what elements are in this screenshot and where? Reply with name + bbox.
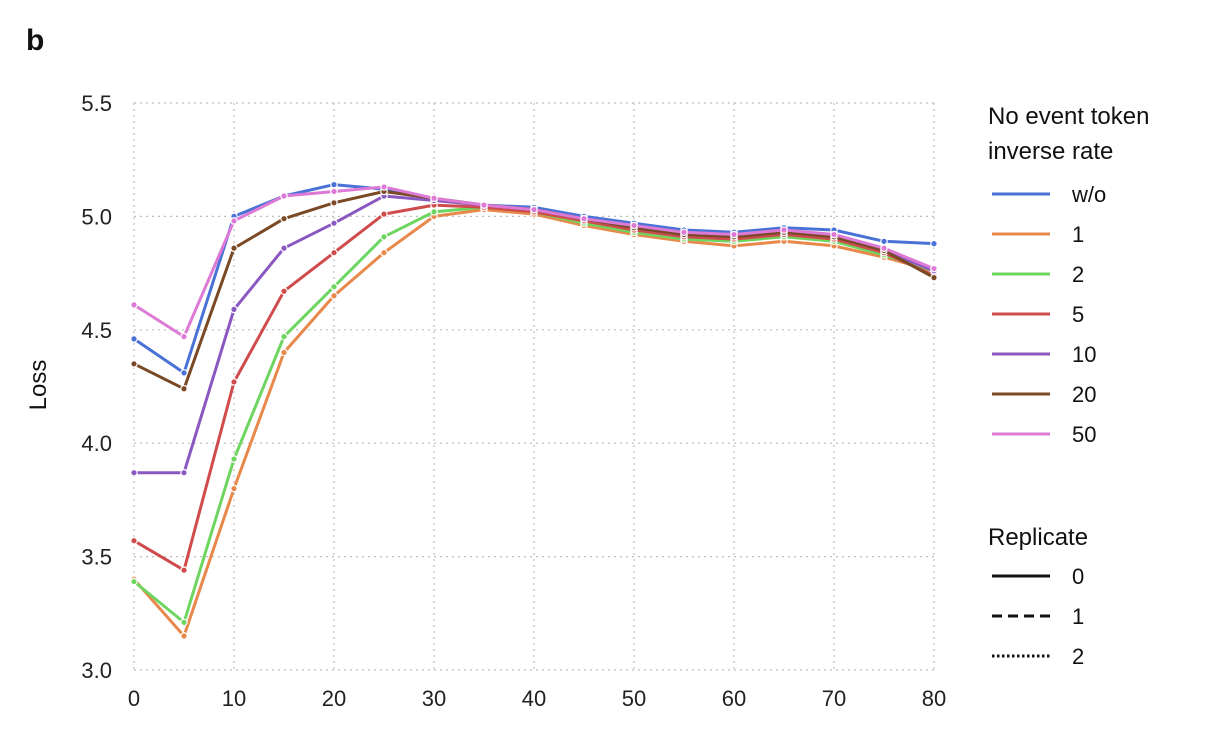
y-tick-label: 5.0 [81, 204, 112, 229]
data-point [330, 219, 338, 228]
data-point [230, 455, 238, 463]
x-tick-label: 80 [922, 686, 946, 711]
data-point [180, 632, 188, 640]
legend-label: w/o [1071, 182, 1106, 207]
data-point [230, 378, 238, 386]
data-point [330, 248, 338, 257]
x-tick-label: 20 [322, 686, 346, 711]
replicate-label: 1 [1072, 604, 1084, 629]
data-point [730, 230, 738, 239]
legend-title-line-2: inverse rate [988, 138, 1113, 165]
legend: No event token inverse rate w/o125102050… [988, 103, 1149, 669]
data-point [930, 264, 938, 273]
data-point [480, 201, 488, 209]
data-point [230, 217, 238, 225]
data-point [380, 248, 388, 257]
x-axis-ticks: 0 10 20 30 40 50 60 70 80 [128, 686, 946, 711]
data-point [880, 244, 888, 252]
data-point [780, 226, 788, 234]
data-point [330, 198, 338, 207]
data-point [180, 384, 188, 393]
grid [133, 102, 935, 671]
legend-label: 20 [1072, 382, 1096, 407]
x-tick-label: 50 [622, 686, 646, 711]
data-point [930, 273, 938, 282]
series-2 [130, 203, 938, 627]
data-point [230, 305, 238, 314]
x-tick-label: 10 [222, 686, 246, 711]
legend-label: 2 [1072, 262, 1084, 287]
x-tick-label: 60 [722, 686, 746, 711]
data-point [280, 244, 288, 252]
data-point [180, 369, 188, 377]
legend-replicate-entries: 0 1 2 [992, 564, 1084, 669]
series-lines [130, 180, 938, 640]
data-point [580, 214, 588, 223]
data-point [280, 287, 288, 296]
data-point [430, 194, 438, 203]
x-tick-label: 30 [422, 686, 446, 711]
data-point [130, 360, 138, 368]
data-point [830, 230, 838, 239]
panel-label: b [26, 24, 45, 57]
data-point [230, 484, 238, 493]
data-point [630, 221, 638, 230]
legend-label: 5 [1072, 302, 1084, 327]
data-point [280, 332, 288, 341]
data-point [130, 577, 138, 586]
data-point [530, 205, 538, 214]
x-tick-label: 0 [128, 686, 140, 711]
data-point [380, 183, 388, 191]
replicate-legend-title: Replicate [988, 524, 1088, 551]
data-point [130, 468, 138, 477]
data-point [280, 214, 288, 223]
legend-title-line-1: No event token [988, 103, 1149, 130]
series-50 [130, 183, 938, 341]
replicate-label: 0 [1072, 564, 1084, 589]
data-point [280, 192, 288, 200]
data-point [280, 348, 288, 357]
data-point [330, 180, 338, 189]
y-tick-label: 3.0 [81, 658, 112, 683]
data-point [180, 468, 188, 477]
data-point [380, 233, 388, 241]
x-tick-label: 70 [822, 686, 846, 711]
legend-label: 1 [1072, 222, 1084, 247]
data-point [330, 282, 338, 291]
y-axis-ticks: 3.0 3.5 4.0 4.5 5.0 5.5 [81, 91, 112, 683]
data-point [430, 208, 438, 216]
data-point [130, 335, 138, 343]
y-tick-label: 4.5 [81, 318, 112, 343]
y-axis-title: Loss [25, 360, 52, 411]
data-point [130, 301, 138, 309]
data-point [930, 239, 938, 248]
data-point [680, 228, 688, 237]
legend-label: 10 [1072, 342, 1096, 367]
data-point [180, 332, 188, 341]
data-point [180, 618, 188, 627]
y-tick-label: 3.5 [81, 545, 112, 570]
legend-series-entries: w/o 1 2 5 10 20 50 [992, 182, 1106, 447]
y-tick-label: 4.0 [81, 431, 112, 456]
data-point [130, 536, 138, 545]
data-point [330, 187, 338, 196]
x-tick-label: 40 [522, 686, 546, 711]
data-point [330, 291, 338, 300]
replicate-label: 2 [1072, 644, 1084, 669]
y-tick-label: 5.5 [81, 91, 112, 116]
data-point [380, 210, 388, 218]
data-point [880, 237, 888, 246]
legend-label: 50 [1072, 422, 1096, 447]
data-point [180, 566, 188, 575]
data-point [230, 244, 238, 252]
